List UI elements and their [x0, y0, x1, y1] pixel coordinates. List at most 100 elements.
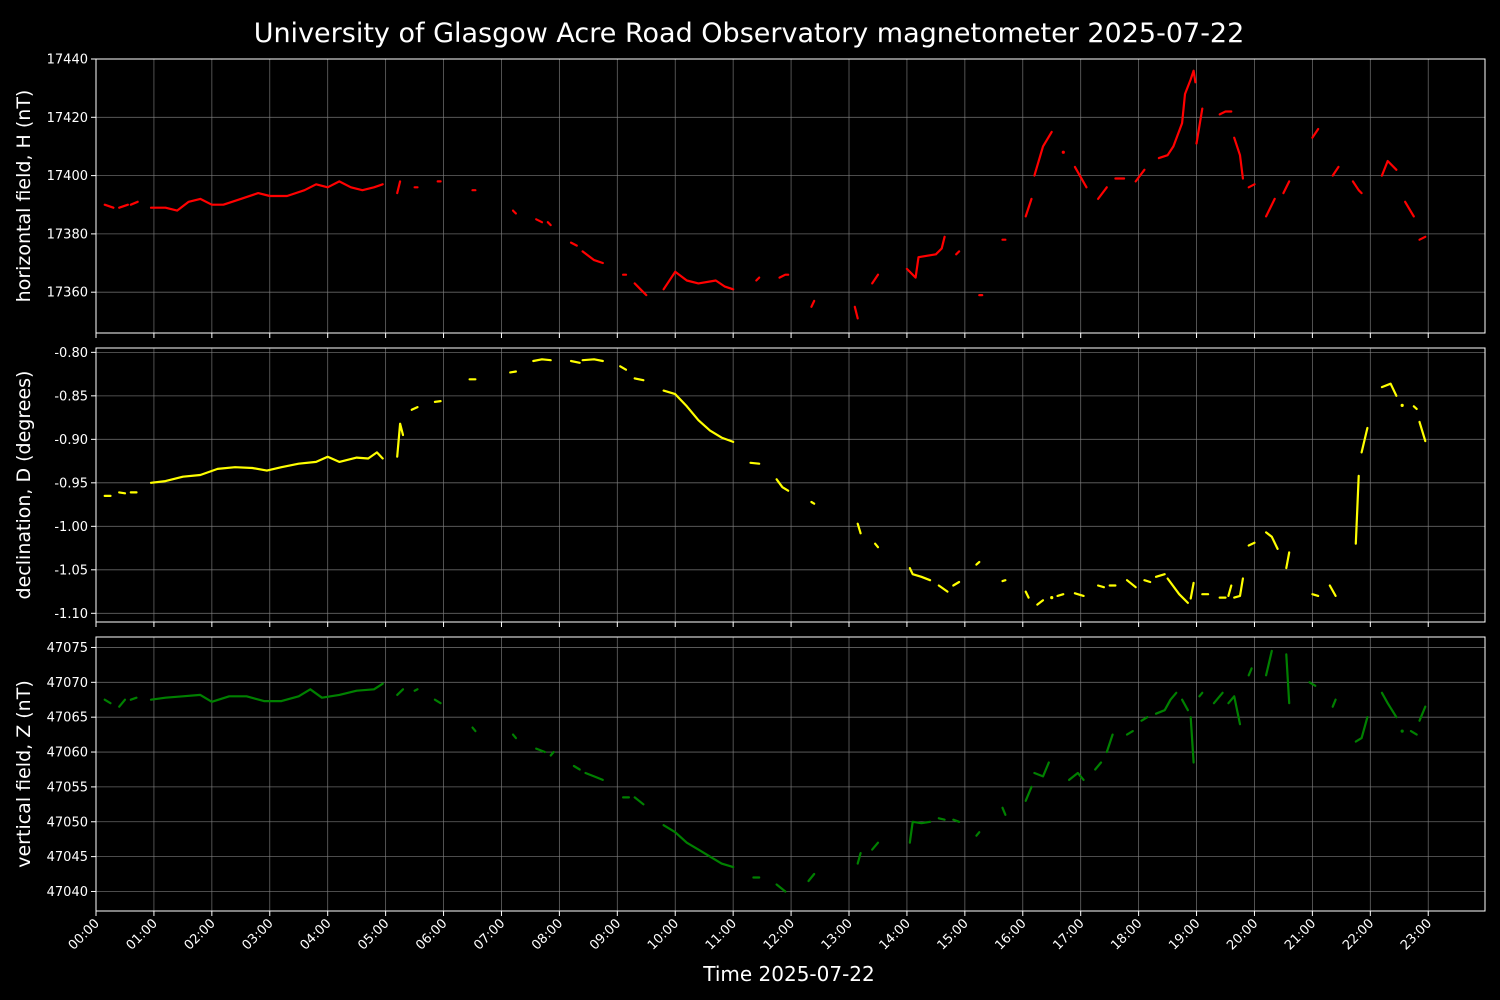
- series-line-z: [1125, 730, 1134, 736]
- y-tick-label: -0.80: [54, 346, 88, 361]
- series-line-h: [1024, 197, 1033, 218]
- series-line-d: [1001, 579, 1007, 583]
- series-line-d: [433, 400, 442, 403]
- series-line-z: [1181, 698, 1189, 712]
- series-line-z: [1227, 695, 1242, 726]
- series-line-h: [1097, 186, 1108, 200]
- series-line-d: [952, 580, 961, 587]
- y-tick-label: 47050: [47, 815, 88, 830]
- series-line-h: [1134, 168, 1146, 183]
- y-tick-label: -0.90: [54, 433, 88, 448]
- series-line-d: [1073, 592, 1085, 597]
- series-line-h: [1331, 165, 1340, 177]
- y-tick-label: 17360: [47, 286, 88, 301]
- series-line-h: [905, 235, 946, 279]
- series-line-d: [937, 584, 949, 593]
- series-line-h: [129, 200, 139, 206]
- series-line-h: [1233, 136, 1244, 180]
- series-line-d: [1189, 581, 1195, 600]
- series-line-h: [755, 276, 761, 282]
- series-line-d: [149, 451, 384, 484]
- y-tick-label: 47065: [47, 711, 88, 726]
- series-line-d: [975, 560, 981, 566]
- series-line-d: [532, 358, 552, 363]
- series-line-z: [118, 698, 127, 708]
- series-line-d: [410, 406, 419, 411]
- series-line-h: [103, 203, 115, 209]
- series-line-z: [433, 698, 442, 705]
- series-line-d: [1056, 593, 1065, 597]
- series-line-z: [1354, 716, 1369, 743]
- series-line-h: [662, 270, 735, 291]
- series-line-d: [633, 377, 645, 382]
- axes-frame: [95, 636, 1486, 912]
- series-line-d: [1412, 405, 1418, 410]
- series-line-h: [1033, 130, 1053, 177]
- y-axis-label: horizontal field, H (nT): [13, 90, 35, 303]
- series-line-h: [1404, 200, 1415, 218]
- series-line-h: [149, 180, 384, 212]
- y-tick-label: 17420: [47, 111, 88, 126]
- panel-d: -1.10 -1.05 -1.00 -0.95 -0.90 -0.85 -0.80 decli…: [13, 346, 1486, 627]
- y-tick-label: 17440: [47, 53, 88, 68]
- series-line-d: [1125, 579, 1137, 589]
- y-tick-label: 17380: [47, 227, 88, 242]
- series-line-h: [955, 250, 961, 256]
- panel-h: 17360 17380 17400 17420 17440 horizontal fiel…: [13, 53, 1486, 338]
- data-point: [1050, 596, 1054, 600]
- series-line-d: [662, 389, 735, 443]
- series-line-d: [1036, 599, 1045, 606]
- series-line-d: [1227, 584, 1233, 597]
- series-line-d: [1380, 382, 1398, 397]
- axes-frame: [95, 58, 1486, 334]
- series-line-z: [549, 750, 555, 757]
- series-line-h: [511, 209, 517, 215]
- series-line-h: [535, 218, 544, 224]
- series-line-d: [1265, 531, 1279, 550]
- series-line-d: [1154, 573, 1166, 578]
- series-line-z: [975, 831, 981, 837]
- series-line-z: [952, 818, 961, 823]
- series-line-h: [871, 273, 880, 285]
- y-tick-label: 47060: [47, 746, 88, 761]
- series-line-d: [810, 500, 816, 505]
- series-line-z: [1189, 716, 1195, 764]
- series-line-z: [1001, 806, 1007, 816]
- data-point: [1400, 729, 1404, 733]
- figure-title: University of Glasgow Acre Road Observat…: [254, 18, 1245, 49]
- y-tick-label: -0.95: [54, 476, 88, 491]
- series-line-z: [633, 796, 645, 806]
- series-line-h: [1195, 107, 1204, 145]
- series-line-d: [619, 365, 628, 371]
- series-line-z: [1380, 691, 1398, 719]
- series-line-z: [1285, 653, 1291, 705]
- series-line-h: [118, 203, 129, 209]
- series-line-d: [856, 522, 862, 535]
- series-line-d: [1233, 577, 1244, 599]
- series-line-h: [1265, 197, 1276, 218]
- series-line-z: [1308, 681, 1317, 687]
- series-line-d: [775, 478, 790, 492]
- series-line-h: [546, 221, 552, 227]
- series-line-z: [413, 688, 419, 692]
- data-point: [1400, 403, 1404, 408]
- series-line-z: [775, 883, 787, 893]
- series-line-z: [149, 682, 384, 703]
- series-line-z: [1212, 691, 1224, 705]
- series-line-h: [569, 241, 578, 247]
- series-line-z: [662, 824, 735, 869]
- series-line-h: [778, 273, 790, 279]
- y-tick-label: 17400: [47, 169, 88, 184]
- y-axis-label: vertical field, Z (nT): [13, 680, 35, 868]
- series-line-d: [1418, 420, 1427, 443]
- series-line-h: [1247, 183, 1256, 189]
- series-line-d: [874, 542, 880, 549]
- y-tick-label: 47075: [47, 641, 88, 656]
- series-line-h: [581, 250, 604, 265]
- series-line-z: [471, 726, 477, 733]
- y-tick-label: 47070: [47, 676, 88, 691]
- y-tick-label: 47045: [47, 850, 88, 865]
- data-point: [1061, 150, 1065, 154]
